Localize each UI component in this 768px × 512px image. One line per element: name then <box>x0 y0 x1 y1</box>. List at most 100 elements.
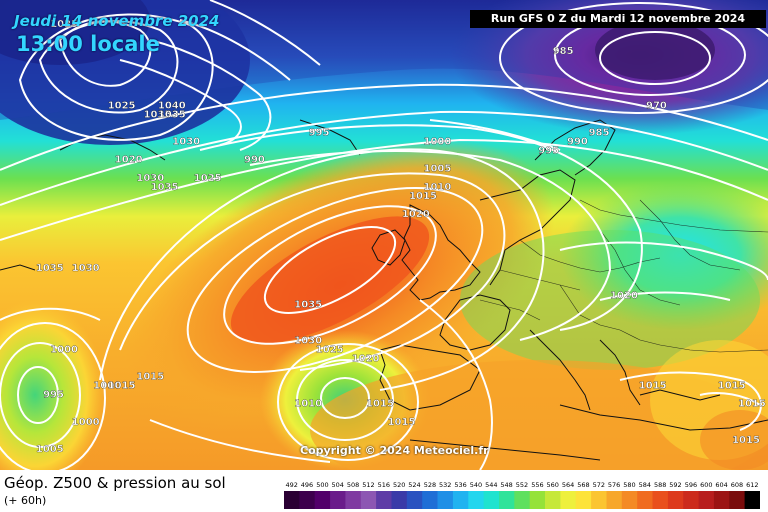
pressure-label: 1020 <box>402 209 430 220</box>
pressure-label: 1035 <box>294 299 322 310</box>
pressure-label: 1005 <box>424 164 452 175</box>
scale-swatch <box>284 491 300 509</box>
pressure-label: 1015 <box>388 417 416 428</box>
scale-tick-label: 516 <box>378 481 390 489</box>
scale-swatch <box>667 491 684 509</box>
scale-tick-label: 576 <box>608 481 620 489</box>
scale-swatch <box>360 491 377 509</box>
scale-tick-label: 588 <box>654 481 666 489</box>
pressure-label: 970 <box>646 101 667 112</box>
scale-swatch <box>560 491 577 509</box>
coastlines <box>0 119 768 461</box>
scale-swatch <box>621 491 638 509</box>
scale-swatch <box>713 491 730 509</box>
scale-swatch <box>744 491 760 509</box>
pressure-label: 1030 <box>294 336 322 347</box>
pressure-label: 1035 <box>158 110 186 121</box>
run-info: Run GFS 0 Z du Mardi 12 novembre 2024 <box>470 10 766 28</box>
scale-tick-label: 540 <box>470 481 482 489</box>
scale-swatch <box>698 491 715 509</box>
scale-tick-label: 596 <box>685 481 697 489</box>
pressure-label: 985 <box>589 128 610 139</box>
scale-swatch <box>406 491 423 509</box>
pressure-label: 995 <box>309 128 330 139</box>
pressure-label: 1015 <box>639 381 667 392</box>
scale-tick-label: 600 <box>700 481 712 489</box>
copyright: Copyright © 2024 Meteociel.fr <box>300 444 489 457</box>
pressure-labels: 1025102510351040103510301020103010351025… <box>36 19 766 455</box>
scale-tick-label: 508 <box>347 481 359 489</box>
scale-tick-label: 572 <box>593 481 605 489</box>
scale-swatch <box>652 491 669 509</box>
scale-swatch <box>483 491 500 509</box>
scale-swatch <box>545 491 561 509</box>
chart-title: Géop. Z500 & pression au sol <box>4 474 226 492</box>
pressure-label: 1030 <box>72 263 100 274</box>
pressure-label: 1015 <box>136 372 164 383</box>
pressure-label: 1000 <box>93 381 121 392</box>
scale-tick-label: 512 <box>362 481 374 489</box>
scale-tick-label: 580 <box>623 481 635 489</box>
forecast-time: 13:00 locale <box>16 32 160 56</box>
pressure-label: 1015 <box>718 381 746 392</box>
pressure-label: 1025 <box>194 173 222 184</box>
scale-tick-label: 556 <box>531 481 543 489</box>
scale-tick-label: 544 <box>485 481 497 489</box>
pressure-label: 1040 <box>158 101 186 112</box>
scale-swatch <box>606 491 623 509</box>
pressure-label: 1030 <box>136 173 164 184</box>
scale-swatch <box>499 491 515 509</box>
scale-tick-label: 564 <box>562 481 574 489</box>
scale-swatch <box>591 491 607 509</box>
pressure-label: 1020 <box>352 354 380 365</box>
pressure-label: 1010 <box>424 182 452 193</box>
scale-tick-label: 524 <box>408 481 420 489</box>
chart-subtitle: (+ 60h) <box>4 494 47 507</box>
scale-tick-label: 492 <box>285 481 297 489</box>
forecast-date: Jeudi 14 novembre 2024 <box>14 12 220 30</box>
pressure-label: 1020 <box>610 290 638 301</box>
scale-swatch <box>468 491 485 509</box>
scale-swatch <box>529 491 546 509</box>
scale-swatch <box>637 491 654 509</box>
scale-tick-label: 520 <box>393 481 405 489</box>
pressure-label: 1025 <box>50 19 78 30</box>
scale-tick-label: 552 <box>516 481 528 489</box>
scale-tick-label: 500 <box>316 481 328 489</box>
scale-swatch <box>575 491 592 509</box>
pressure-label: 1000 <box>50 345 78 356</box>
pressure-label: 1015 <box>738 399 766 410</box>
pressure-label: 1005 <box>36 444 64 455</box>
scale-tick-label: 608 <box>731 481 743 489</box>
scale-swatch <box>345 491 362 509</box>
pressure-label: 985 <box>553 46 574 57</box>
pressure-label: 995 <box>538 146 559 157</box>
pressure-label: 1020 <box>115 155 143 166</box>
weather-map: 1025102510351040103510301020103010351025… <box>0 0 768 470</box>
pressure-label: 1000 <box>424 137 452 148</box>
scale-swatch <box>452 491 469 509</box>
pressure-label: 1000 <box>72 417 100 428</box>
pressure-label: 1025 <box>316 345 344 356</box>
scale-swatch <box>391 491 408 509</box>
scale-swatch <box>314 491 331 509</box>
scale-swatch <box>422 491 439 509</box>
scale-tick-label: 584 <box>639 481 651 489</box>
pressure-label: 1030 <box>172 137 200 148</box>
color-scale: 492 496 500 504 508 512 516 520 524 528 532 536 540 5… <box>284 481 760 509</box>
pressure-label: 1015 <box>409 191 437 202</box>
scale-swatch <box>376 491 392 509</box>
scale-tick-label: 604 <box>715 481 727 489</box>
scale-tick-label: 560 <box>546 481 558 489</box>
scale-swatch <box>514 491 531 509</box>
scale-tick-label: 504 <box>331 481 343 489</box>
scale-swatch <box>683 491 700 509</box>
pressure-label: 990 <box>244 155 265 166</box>
pressure-label: 1035 <box>36 263 64 274</box>
pressure-label: 990 <box>567 137 588 148</box>
pressure-label: 1010 <box>294 399 322 410</box>
scale-tick-label: 592 <box>669 481 681 489</box>
scale-tick-label: 536 <box>454 481 466 489</box>
scale-swatch <box>299 491 316 509</box>
